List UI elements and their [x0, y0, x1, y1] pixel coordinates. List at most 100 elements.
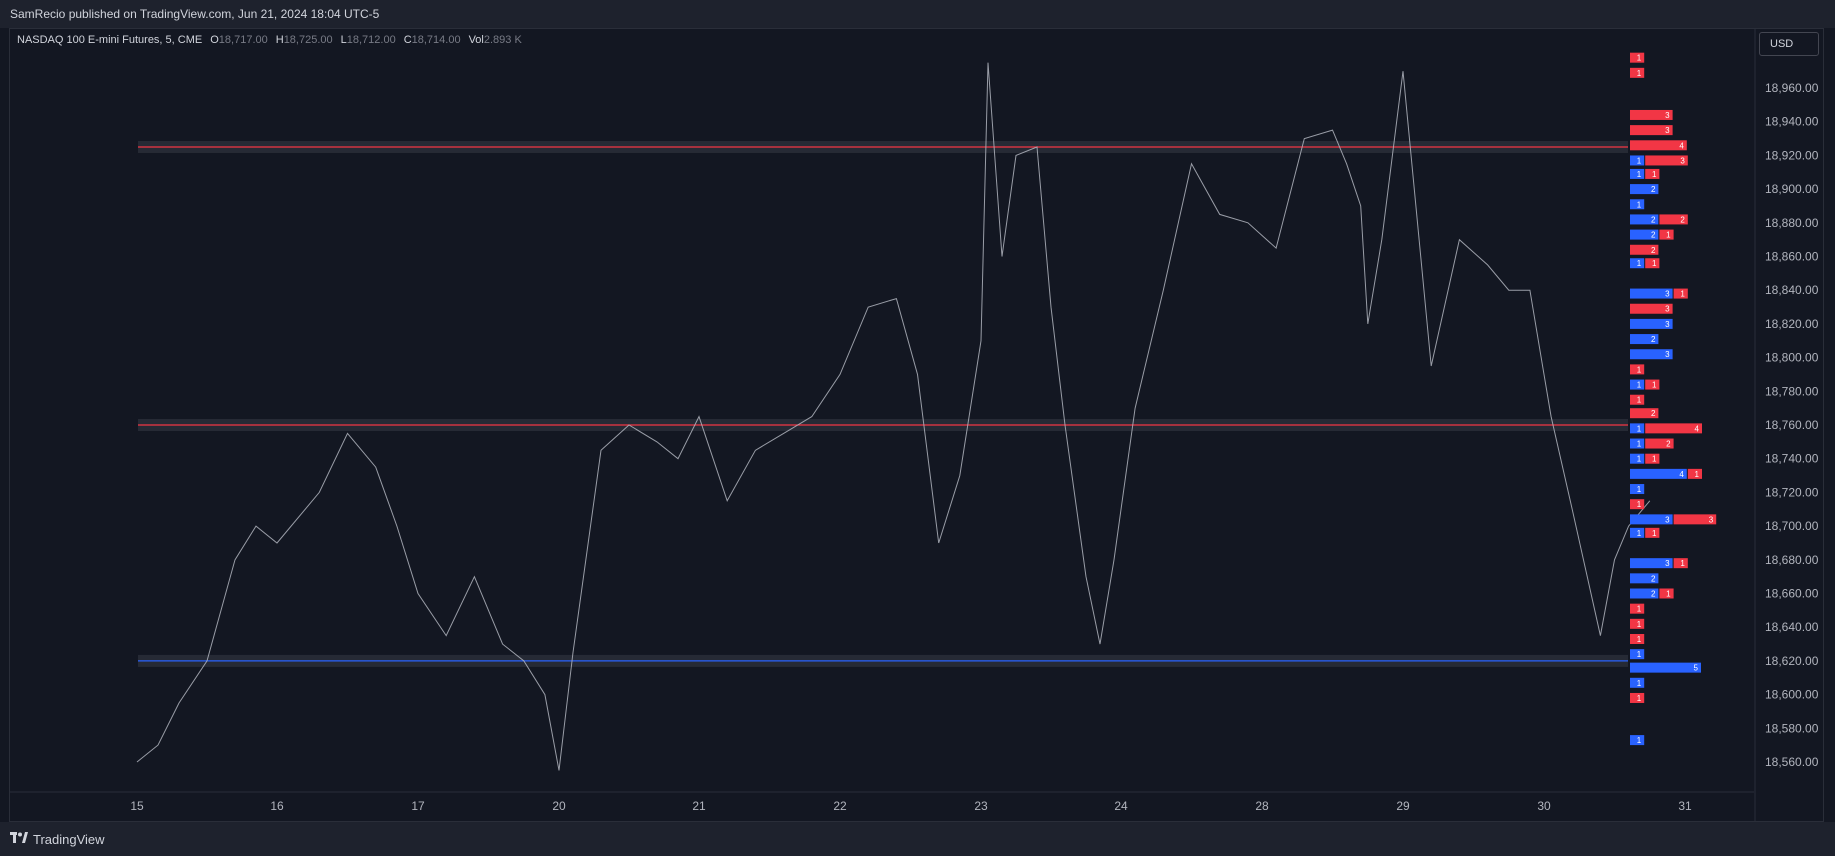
sell-volume-label: 1 [1652, 170, 1657, 179]
sell-volume-label: 1 [1637, 694, 1642, 703]
price-tick-label: 18,800.00 [1765, 351, 1819, 365]
footer-bar: TradingView [0, 822, 1835, 856]
high-label: H [275, 34, 284, 46]
sell-volume-label: 3 [1665, 111, 1670, 120]
legend-close: C18,714.00 [404, 34, 461, 46]
legend-low: L18,712.00 [341, 34, 396, 46]
buy-volume-bar [1630, 288, 1673, 299]
tradingview-brand[interactable]: TradingView [0, 831, 105, 847]
sell-volume-bar [1630, 618, 1645, 629]
sell-volume-label: 2 [1680, 215, 1685, 224]
sell-volume-label: 3 [1680, 156, 1685, 165]
price-tick-label: 18,660.00 [1765, 587, 1819, 601]
sell-volume-bar [1645, 155, 1688, 166]
buy-volume-label: 2 [1651, 335, 1656, 344]
sell-volume-label: 1 [1637, 365, 1642, 374]
vol-value: 2.893 K [483, 34, 522, 46]
open-value: 18,717.00 [218, 34, 268, 46]
price-tick-label: 18,760.00 [1765, 418, 1819, 432]
buy-volume-bar [1630, 468, 1687, 479]
sell-volume-bar [1645, 453, 1660, 464]
sell-volume-bar [1630, 140, 1687, 151]
sell-volume-label: 4 [1679, 141, 1684, 150]
time-tick-label: 24 [1114, 799, 1128, 813]
sell-volume-label: 2 [1666, 440, 1671, 449]
time-tick-label: 16 [270, 799, 284, 813]
price-tick-label: 18,820.00 [1765, 317, 1819, 331]
buy-volume-bar [1630, 168, 1645, 179]
buy-volume-bar [1630, 423, 1645, 434]
sell-volume-label: 2 [1651, 409, 1656, 418]
buy-volume-bar [1630, 453, 1645, 464]
sell-volume-bar [1659, 214, 1688, 225]
buy-volume-label: 1 [1637, 200, 1642, 209]
time-tick-label: 31 [1678, 799, 1692, 813]
buy-volume-bar [1630, 558, 1673, 569]
sell-volume-bar [1673, 514, 1717, 525]
sell-volume-label: 1 [1680, 559, 1685, 568]
buy-volume-label: 5 [1694, 664, 1699, 673]
sell-volume-label: 1 [1637, 500, 1642, 509]
buy-volume-bar [1630, 588, 1659, 599]
sell-volume-bar [1630, 244, 1659, 255]
buy-volume-bar [1630, 229, 1659, 240]
currency-button[interactable]: USD [1759, 32, 1819, 56]
sell-volume-bar [1630, 125, 1673, 136]
buy-volume-label: 1 [1637, 424, 1642, 433]
sell-volume-bar [1630, 303, 1673, 314]
price-tick-label: 18,780.00 [1765, 384, 1819, 398]
buy-volume-bar [1630, 438, 1645, 449]
buy-volume-bar [1630, 214, 1659, 225]
buy-volume-bar [1630, 258, 1645, 269]
sell-volume-label: 1 [1695, 470, 1700, 479]
sell-volume-bar [1645, 423, 1702, 434]
buy-volume-bar [1630, 379, 1645, 390]
price-tick-label: 18,840.00 [1765, 283, 1819, 297]
sell-volume-label: 4 [1695, 424, 1700, 433]
sell-volume-label: 1 [1666, 590, 1671, 599]
tradingview-logo-icon [10, 831, 28, 847]
sell-volume-label: 3 [1665, 126, 1670, 135]
sell-volume-label: 1 [1680, 290, 1685, 299]
legend-volume: Vol2.893 K [469, 34, 522, 46]
buy-volume-label: 3 [1665, 515, 1670, 524]
sell-volume-bar [1630, 499, 1645, 510]
buy-volume-bar [1630, 184, 1659, 195]
publish-text: SamRecio published on TradingView.com, J… [10, 7, 380, 21]
sell-volume-bar [1630, 52, 1645, 63]
price-tick-label: 18,740.00 [1765, 452, 1819, 466]
sell-volume-bar [1645, 168, 1660, 179]
price-tick-label: 18,900.00 [1765, 182, 1819, 196]
price-tick-label: 18,580.00 [1765, 721, 1819, 735]
sell-volume-label: 1 [1652, 381, 1657, 390]
vol-label: Vol [468, 34, 484, 46]
sell-volume-bar [1645, 258, 1660, 269]
time-tick-label: 21 [692, 799, 706, 813]
buy-volume-bar [1630, 349, 1673, 360]
sell-volume-bar [1630, 603, 1645, 614]
buy-volume-bar [1630, 318, 1673, 329]
sell-volume-bar [1630, 408, 1659, 419]
price-tick-label: 18,960.00 [1765, 81, 1819, 95]
sell-volume-bar [1687, 468, 1702, 479]
sell-volume-bar [1645, 438, 1674, 449]
price-tick-label: 18,620.00 [1765, 654, 1819, 668]
close-label: C [403, 34, 412, 46]
time-tick-label: 29 [1396, 799, 1410, 813]
buy-volume-bar [1630, 155, 1645, 166]
sell-volume-bar [1645, 527, 1660, 538]
buy-volume-label: 3 [1665, 320, 1670, 329]
symbol-name[interactable]: NASDAQ 100 E-mini Futures, 5, CME [17, 34, 203, 46]
sell-volume-bar [1659, 588, 1674, 599]
buy-volume-label: 3 [1665, 290, 1670, 299]
sell-volume-label: 1 [1637, 69, 1642, 78]
buy-volume-label: 3 [1665, 559, 1670, 568]
price-tick-label: 18,640.00 [1765, 620, 1819, 634]
buy-volume-bar [1630, 649, 1645, 660]
time-tick-label: 17 [411, 799, 425, 813]
buy-volume-label: 1 [1637, 259, 1642, 268]
time-tick-label: 20 [552, 799, 566, 813]
price-tick-label: 18,600.00 [1765, 688, 1819, 702]
sell-volume-bar [1630, 692, 1645, 703]
